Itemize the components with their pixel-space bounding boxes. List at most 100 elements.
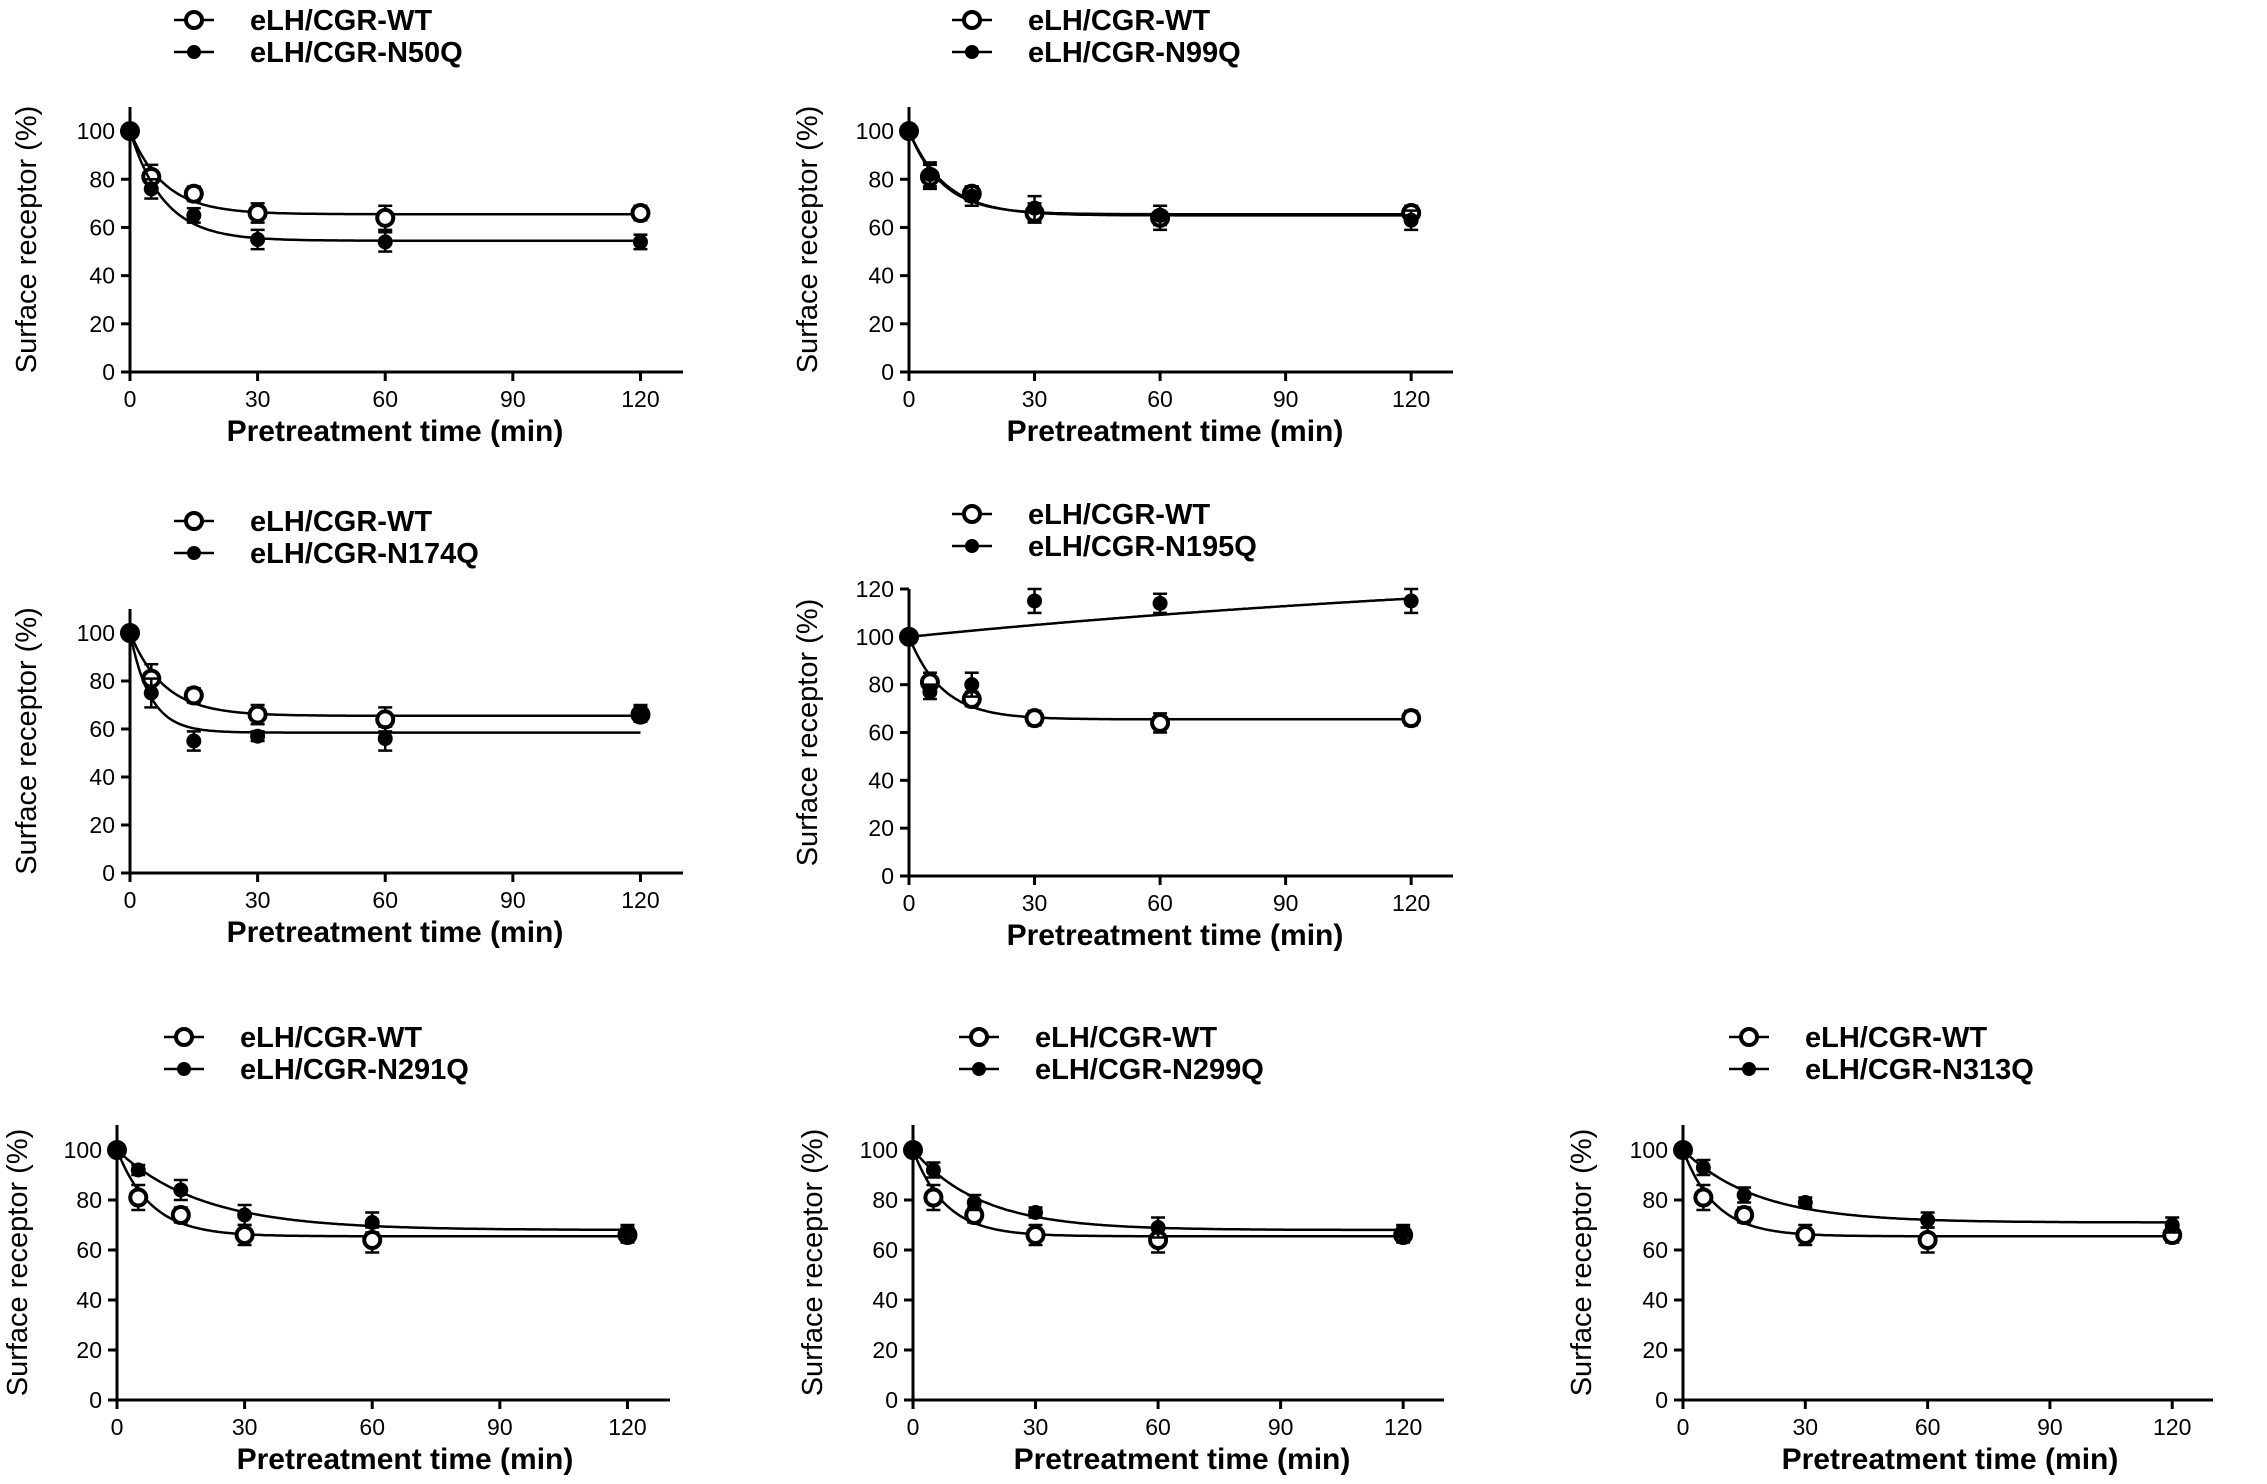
y-tick-label: 100 (77, 620, 115, 646)
x-tick-label: 0 (1677, 1414, 1690, 1440)
data-point-wt (183, 183, 204, 204)
data-point-wt (247, 704, 268, 725)
x-tick-label: 90 (1273, 890, 1299, 916)
y-tick-label: 80 (89, 668, 115, 694)
y-tick-label: 0 (881, 359, 894, 385)
data-point-mutant (1920, 1212, 1936, 1228)
x-tick-label: 60 (1145, 1414, 1171, 1440)
data-point-mutant (143, 181, 159, 197)
fit-curve-wt (128, 632, 641, 718)
y-tick-label: 20 (76, 1337, 102, 1363)
data-point-wt (375, 709, 396, 730)
y-tick-label: 80 (89, 166, 115, 192)
fit-curve-wt (907, 636, 1412, 721)
x-tick-label: 90 (500, 887, 526, 913)
x-tick-label: 120 (2153, 1414, 2191, 1440)
legend-marker-filled (1742, 1062, 1756, 1076)
x-tick-label: 120 (621, 386, 659, 412)
y-tick-label: 0 (885, 1387, 898, 1413)
x-tick-label: 60 (372, 386, 398, 412)
data-point-mutant (1675, 1142, 1691, 1158)
x-axis-label: Pretreatment time (min) (1014, 1443, 1351, 1476)
x-tick-label: 30 (1022, 890, 1048, 916)
data-point-mutant (1736, 1187, 1752, 1203)
data-point-mutant (1028, 1205, 1044, 1220)
legend-marker-filled (972, 1062, 986, 1076)
data-point-mutant (377, 731, 393, 747)
y-tick-label: 0 (1655, 1387, 1668, 1413)
data-point-wt (362, 1230, 383, 1250)
chart-panel-4: 0 20 40 60 80 100 120 0 30 60 90 120 Pretreatment ti… (792, 499, 1453, 952)
y-tick-label: 20 (872, 1337, 898, 1363)
legend-label: eLH/CGR-N195Q (1028, 531, 1257, 563)
data-point-mutant (173, 1182, 189, 1198)
y-tick-label: 40 (868, 263, 894, 289)
y-tick-label: 40 (872, 1287, 898, 1313)
legend-label: eLH/CGR-N291Q (240, 1054, 469, 1086)
x-tick-label: 30 (1793, 1414, 1819, 1440)
fit-curve-mutant (907, 130, 1412, 217)
x-tick-label: 120 (608, 1414, 646, 1440)
y-axis-label: Surface receptor (%) (11, 607, 43, 875)
data-point-mutant (1150, 1220, 1166, 1235)
data-point-wt (170, 1205, 191, 1225)
y-tick-label: 100 (1630, 1137, 1668, 1163)
y-tick-label: 100 (860, 1137, 898, 1163)
legend-marker-open (174, 1027, 194, 1047)
y-tick-label: 40 (89, 764, 115, 790)
x-axis-label: Pretreatment time (min) (1007, 415, 1344, 448)
x-axis-label: Pretreatment time (min) (1782, 1443, 2119, 1476)
data-point-mutant (1403, 212, 1419, 228)
data-point-wt (1024, 708, 1045, 729)
legend-label: eLH/CGR-WT (250, 506, 432, 538)
y-tick-label: 60 (868, 214, 894, 240)
data-point-mutant (1403, 593, 1419, 609)
x-tick-label: 30 (245, 887, 271, 913)
y-axis-label: Surface receptor (%) (792, 599, 824, 867)
x-tick-label: 30 (1023, 1414, 1049, 1440)
legend-marker-open (1739, 1027, 1759, 1047)
chart-panel-7: 0 20 40 60 80 100 0 30 60 90 120 Pretreatment time … (1566, 1022, 2213, 1476)
fit-curve-wt (128, 130, 641, 216)
data-point-wt (375, 207, 396, 228)
legend-marker-filled (187, 546, 201, 560)
chart-panel-3: 0 20 40 60 80 100 0 30 60 90 120 Pretreatment time … (11, 506, 683, 949)
data-point-mutant (122, 123, 138, 139)
x-tick-label: 0 (903, 386, 916, 412)
data-point-mutant (964, 188, 980, 204)
x-tick-label: 90 (500, 386, 526, 412)
data-point-wt (1025, 1225, 1046, 1245)
x-tick-label: 30 (245, 386, 271, 412)
legend-marker-filled (187, 45, 201, 59)
x-tick-label: 90 (487, 1414, 513, 1440)
legend-label: eLH/CGR-WT (240, 1022, 422, 1054)
y-tick-label: 80 (76, 1187, 102, 1213)
y-axis-label: Surface receptor (%) (11, 106, 43, 374)
legend-marker-filled (965, 539, 979, 553)
y-tick-label: 60 (1642, 1237, 1668, 1263)
y-tick-label: 40 (89, 263, 115, 289)
legend-marker-filled (965, 45, 979, 59)
chart-panel-5: 0 20 40 60 80 100 0 30 60 90 120 Pretreatment time … (2, 1022, 670, 1476)
legend-label: eLH/CGR-N313Q (1805, 1054, 2034, 1086)
data-point-mutant (1027, 200, 1043, 216)
data-point-wt (128, 1187, 149, 1208)
y-axis-label: Surface receptor (%) (1566, 1129, 1598, 1397)
x-tick-label: 90 (1268, 1414, 1294, 1440)
legend-marker-open (962, 504, 982, 524)
x-tick-label: 0 (111, 1414, 124, 1440)
data-point-mutant (1027, 593, 1043, 609)
fit-curve-mutant (908, 597, 1412, 639)
data-point-mutant (619, 1225, 635, 1240)
data-point-mutant (250, 232, 266, 247)
x-tick-label: 120 (1384, 1414, 1422, 1440)
x-tick-label: 0 (124, 887, 137, 913)
x-axis-label: Pretreatment time (min) (227, 415, 564, 448)
data-point-mutant (1797, 1195, 1813, 1210)
y-tick-label: 80 (1642, 1187, 1668, 1213)
data-point-wt (1401, 708, 1422, 729)
y-tick-label: 40 (1642, 1287, 1668, 1313)
data-point-mutant (377, 234, 393, 250)
legend-marker-filled (177, 1062, 191, 1076)
